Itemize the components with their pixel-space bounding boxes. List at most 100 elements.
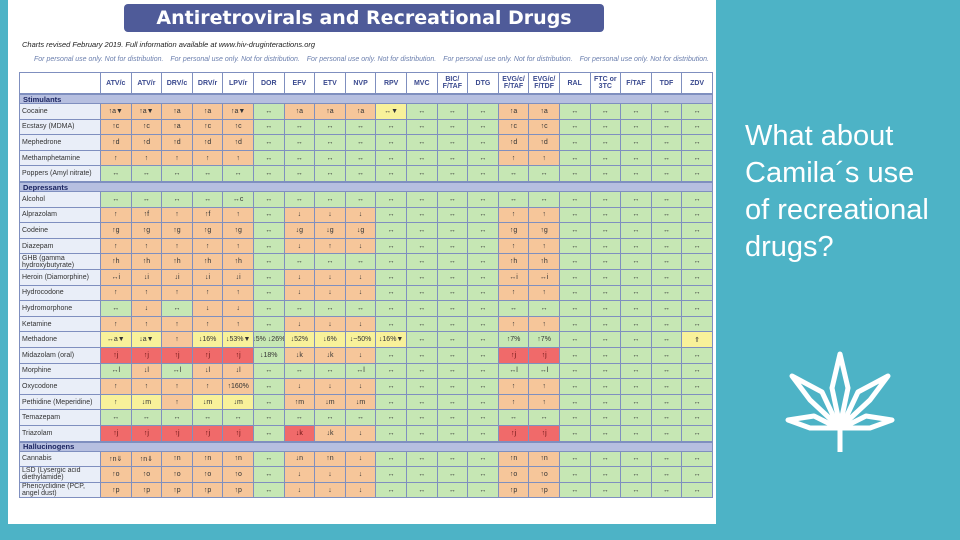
interaction-cell: ↓m xyxy=(131,394,163,411)
interaction-cell: ↔ xyxy=(621,223,652,239)
interaction-cell: ↔ xyxy=(498,410,530,426)
interaction-cell: ↔ xyxy=(590,104,622,120)
interaction-cell: ↑ xyxy=(529,285,560,302)
interaction-cell: ↔ xyxy=(468,410,499,426)
interaction-cell: ↔ xyxy=(284,254,316,270)
interaction-cell: ↑ xyxy=(131,150,163,167)
interaction-cell: ↔ xyxy=(468,482,499,499)
interaction-cell: ↑d xyxy=(101,135,132,151)
interaction-cell: ↔l xyxy=(162,363,193,380)
interaction-cell: ↔ xyxy=(406,482,438,499)
interaction-cell: ↓5% ↓26% xyxy=(253,332,285,348)
interaction-cell: ↔ xyxy=(315,192,346,208)
table-row: Methamphetamine ↑ ↑ ↑ ↑ ↑ ↔ ↔ ↔ ↔ ↔ ↔ ↔ ↔ ↑ ↑ ↔ ↔ ↔ ↔ ↔ xyxy=(19,150,713,167)
interaction-cell: ↔ xyxy=(253,467,285,483)
interaction-cell: ↔ xyxy=(651,166,683,182)
interaction-cell: ↔i xyxy=(529,270,560,286)
interaction-cell: ↓ xyxy=(284,207,316,224)
interaction-cell: ↔ xyxy=(284,301,316,317)
interaction-cell: ↔ xyxy=(284,135,316,151)
interaction-cell: ↔ xyxy=(590,119,622,136)
interaction-cell: ↔ xyxy=(590,394,622,411)
interaction-cell: ↔ xyxy=(651,451,683,468)
interaction-cell: ↑ xyxy=(101,394,132,411)
interaction-cell: ↓ xyxy=(131,301,163,317)
interaction-cell: ↔ xyxy=(376,394,407,411)
interaction-cell: ↔ xyxy=(406,363,438,380)
interaction-cell: ↔ xyxy=(437,316,469,333)
interaction-cell: ↑ xyxy=(498,379,530,395)
interaction-cell: ↔ xyxy=(253,482,285,499)
interaction-cell: ↑ xyxy=(192,238,224,255)
interaction-cell: ↔ xyxy=(406,379,438,395)
interaction-cell: ↓ xyxy=(345,467,377,483)
interaction-cell: ↔ xyxy=(590,192,622,208)
interaction-cell: ↔ xyxy=(682,238,713,255)
interaction-cell: ↑a xyxy=(192,104,224,120)
interaction-cell: ↔ xyxy=(621,332,652,348)
interaction-cell: ↔ xyxy=(253,238,285,255)
interaction-cell: ↑p xyxy=(131,482,163,499)
interaction-cell: ↔ xyxy=(437,451,469,468)
interaction-cell: ↑j xyxy=(498,426,530,442)
interaction-cell: ↔ xyxy=(468,451,499,468)
column-header: RPV xyxy=(376,72,407,94)
interaction-cell: ↔ xyxy=(376,426,407,442)
interaction-cell: ↔ xyxy=(621,104,652,120)
interaction-cell: ↔ xyxy=(315,254,346,270)
interaction-cell: ↔ xyxy=(682,192,713,208)
interaction-cell: ↑n xyxy=(162,451,193,468)
interaction-cell: ↑160% xyxy=(223,379,254,395)
interaction-cell: ↑d xyxy=(192,135,224,151)
interaction-cell: ↔ xyxy=(682,166,713,182)
interaction-cell: ↔ xyxy=(376,410,407,426)
interaction-cell: ↑h xyxy=(223,254,254,270)
interaction-cell: ↔ xyxy=(284,119,316,136)
interaction-cell: ↑h xyxy=(192,254,224,270)
interaction-cell: ↑ xyxy=(162,150,193,167)
interaction-cell: ↔ xyxy=(437,410,469,426)
interaction-cell: ↔ xyxy=(315,166,346,182)
interaction-cell: ↔ xyxy=(437,254,469,270)
interaction-cell: ↑j xyxy=(101,426,132,442)
interaction-cell: ↔ xyxy=(682,150,713,167)
interaction-cell: ↔ xyxy=(162,410,193,426)
interaction-cell: ↓n xyxy=(284,451,316,468)
interaction-cell: ↔ xyxy=(253,135,285,151)
drug-name: Midazolam (oral) xyxy=(19,348,101,364)
interaction-cell: ↑ xyxy=(223,238,254,255)
interaction-cell: ↔ xyxy=(345,410,377,426)
interaction-cell: ↔ xyxy=(376,301,407,317)
interaction-cell: ↔ xyxy=(651,223,683,239)
interaction-cell: ↔ xyxy=(651,207,683,224)
interaction-cell: ↑n xyxy=(315,451,346,468)
interaction-cell: ↑ xyxy=(101,285,132,302)
interaction-cell: ↑a▼ xyxy=(223,104,254,120)
personal-use-notice: For personal use only. Not for distribut… xyxy=(170,56,300,63)
table-row: Midazolam (oral) ↑j ↑j ↑j ↑j ↑j ↓18% ↓k ↓k ↓ ↔ ↔ ↔ ↔ ↑… xyxy=(19,348,713,364)
interaction-cell: ↔ xyxy=(651,238,683,255)
header-corner xyxy=(19,72,101,94)
interaction-cell: ↑ xyxy=(498,207,530,224)
interaction-cell: ↑p xyxy=(498,482,530,499)
interaction-cell: ↔ xyxy=(559,207,591,224)
interaction-cell: ↔ xyxy=(437,192,469,208)
interaction-cell: ↔ xyxy=(590,467,622,483)
column-header: NVP xyxy=(345,72,377,94)
drug-name: Temazepam xyxy=(19,410,101,426)
revision-note: Charts revised February 2019. Full infor… xyxy=(22,40,316,49)
interaction-cell: ↔ xyxy=(621,192,652,208)
interaction-cell: ↑c xyxy=(529,119,560,136)
interaction-cell: ↑j xyxy=(529,348,560,364)
interaction-cell: ↓k xyxy=(315,426,346,442)
interaction-cell: ↔ xyxy=(468,150,499,167)
interaction-cell: ↔ xyxy=(529,192,560,208)
table-row: Oxycodone ↑ ↑ ↑ ↑ ↑160% ↔ ↓ ↓ ↓ ↔ ↔ ↔ ↔ ↑ ↑ ↔ ↔ ↔ ↔ ↔ xyxy=(19,379,713,395)
personal-use-notice: For personal use only. Not for distribut… xyxy=(579,56,709,63)
drug-name: Codeine xyxy=(19,223,101,239)
drug-name: Hydromorphone xyxy=(19,301,101,317)
interaction-cell: ↔ xyxy=(406,426,438,442)
interaction-cell: ↔ xyxy=(621,254,652,270)
interaction-cell: ↔ xyxy=(437,238,469,255)
interaction-cell: ↔ xyxy=(376,482,407,499)
